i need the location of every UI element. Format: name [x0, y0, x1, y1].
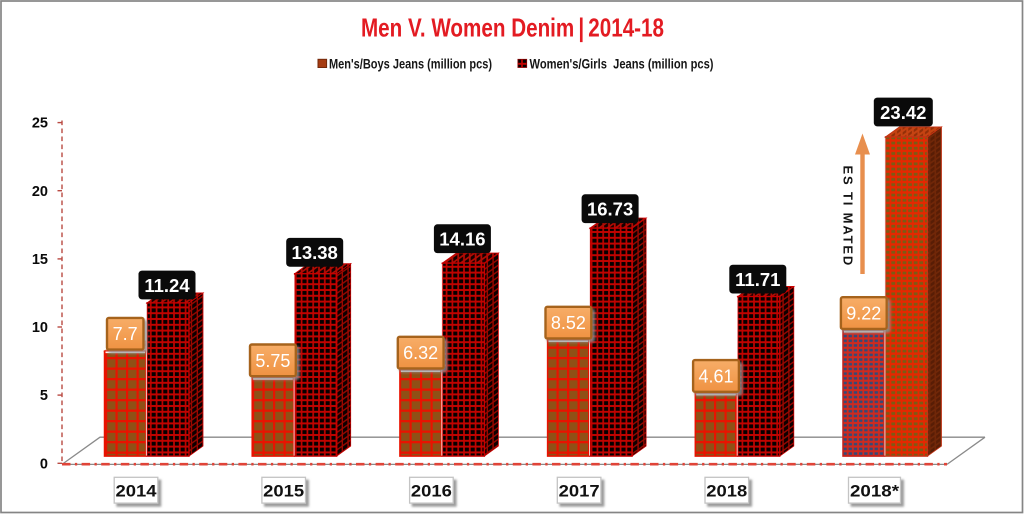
svg-text:2018: 2018 [706, 481, 747, 500]
svg-text:ES TI MATED: ES TI MATED [841, 166, 856, 267]
svg-text:Men V. Women Denim | 2014-18: Men V. Women Denim | 2014-18 [361, 12, 664, 42]
svg-text:8.52: 8.52 [551, 313, 586, 333]
svg-text:16.73: 16.73 [587, 199, 633, 220]
svg-text:6.32: 6.32 [403, 343, 438, 363]
svg-text:2017: 2017 [559, 481, 600, 500]
svg-text:Men's/Boys Jeans (million pcs): Men's/Boys Jeans (million pcs) [329, 56, 492, 71]
svg-text:7.7: 7.7 [113, 324, 138, 344]
svg-text:4.61: 4.61 [698, 366, 733, 386]
svg-text:0: 0 [40, 456, 48, 472]
svg-text:20: 20 [32, 184, 48, 200]
svg-text:23.42: 23.42 [880, 102, 926, 123]
svg-text:14.16: 14.16 [439, 229, 485, 250]
svg-text:13.38: 13.38 [292, 242, 338, 263]
svg-text:15: 15 [32, 252, 48, 268]
svg-text:2018*: 2018* [850, 481, 899, 500]
svg-text:25: 25 [32, 116, 48, 132]
svg-text:10: 10 [32, 320, 48, 336]
svg-text:11.71: 11.71 [735, 269, 780, 290]
svg-text:2014: 2014 [116, 481, 158, 500]
svg-text:11.24: 11.24 [144, 275, 190, 296]
svg-text:2015: 2015 [263, 481, 304, 500]
svg-text:Women's/Girls Jeans (million: Women's/Girls Jeans (million pcs) [530, 56, 714, 71]
svg-text:9.22: 9.22 [846, 304, 881, 324]
svg-text:2016: 2016 [411, 481, 452, 500]
svg-text:5.75: 5.75 [255, 351, 290, 371]
svg-text:5: 5 [40, 388, 48, 404]
